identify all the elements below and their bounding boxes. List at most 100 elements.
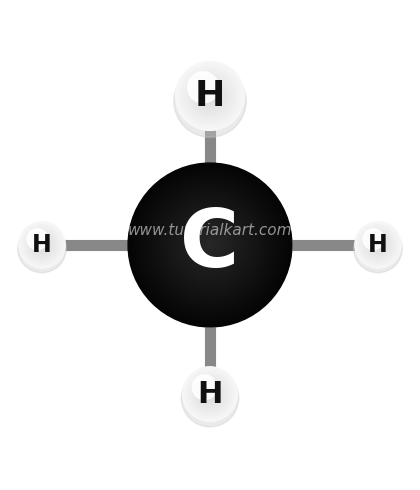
Circle shape bbox=[207, 93, 213, 99]
Circle shape bbox=[176, 62, 244, 129]
Circle shape bbox=[357, 223, 399, 267]
Circle shape bbox=[169, 204, 251, 286]
Circle shape bbox=[34, 237, 50, 253]
Circle shape bbox=[196, 231, 223, 259]
Circle shape bbox=[375, 243, 381, 247]
Circle shape bbox=[186, 370, 234, 418]
Circle shape bbox=[176, 211, 244, 279]
Text: H: H bbox=[32, 233, 52, 257]
Circle shape bbox=[178, 214, 242, 276]
Circle shape bbox=[186, 369, 234, 418]
Circle shape bbox=[189, 224, 231, 266]
Circle shape bbox=[205, 389, 215, 399]
Circle shape bbox=[369, 236, 387, 254]
Circle shape bbox=[364, 231, 392, 259]
Circle shape bbox=[374, 241, 382, 249]
Circle shape bbox=[138, 172, 282, 318]
Circle shape bbox=[207, 93, 213, 98]
Circle shape bbox=[186, 220, 234, 270]
Circle shape bbox=[25, 228, 59, 262]
Circle shape bbox=[23, 226, 61, 264]
Text: C: C bbox=[181, 206, 239, 284]
Circle shape bbox=[36, 239, 48, 251]
Circle shape bbox=[165, 200, 255, 290]
Circle shape bbox=[372, 239, 384, 251]
Circle shape bbox=[37, 240, 47, 250]
Circle shape bbox=[197, 381, 223, 407]
Circle shape bbox=[160, 195, 260, 295]
Circle shape bbox=[200, 236, 220, 255]
Circle shape bbox=[179, 65, 241, 127]
Circle shape bbox=[369, 236, 387, 254]
Circle shape bbox=[25, 228, 59, 262]
Circle shape bbox=[29, 232, 55, 258]
Circle shape bbox=[197, 83, 223, 109]
Circle shape bbox=[183, 69, 237, 122]
Circle shape bbox=[128, 163, 292, 327]
Circle shape bbox=[39, 243, 45, 247]
Circle shape bbox=[198, 382, 222, 406]
Circle shape bbox=[24, 227, 60, 263]
Circle shape bbox=[184, 368, 236, 421]
Circle shape bbox=[195, 81, 225, 111]
Circle shape bbox=[157, 192, 263, 298]
Circle shape bbox=[180, 66, 240, 126]
Circle shape bbox=[174, 65, 246, 137]
Circle shape bbox=[26, 229, 58, 261]
Circle shape bbox=[194, 79, 226, 112]
Text: H: H bbox=[368, 233, 388, 257]
Circle shape bbox=[377, 244, 379, 246]
Circle shape bbox=[177, 212, 243, 278]
Circle shape bbox=[204, 90, 216, 102]
Circle shape bbox=[139, 174, 281, 316]
Circle shape bbox=[354, 224, 402, 273]
Circle shape bbox=[24, 226, 60, 264]
Circle shape bbox=[370, 237, 386, 253]
Circle shape bbox=[185, 71, 235, 121]
Circle shape bbox=[193, 377, 227, 411]
Circle shape bbox=[360, 227, 396, 263]
Circle shape bbox=[37, 241, 47, 249]
Circle shape bbox=[196, 380, 224, 409]
Circle shape bbox=[193, 79, 227, 113]
Circle shape bbox=[187, 371, 233, 417]
Circle shape bbox=[376, 243, 380, 247]
Circle shape bbox=[192, 227, 228, 263]
Circle shape bbox=[364, 231, 392, 259]
Circle shape bbox=[194, 378, 226, 410]
Circle shape bbox=[29, 232, 55, 258]
Text: www.tutorialkart.com: www.tutorialkart.com bbox=[128, 223, 292, 238]
Circle shape bbox=[199, 234, 221, 256]
Circle shape bbox=[39, 242, 45, 248]
Circle shape bbox=[21, 223, 63, 267]
Circle shape bbox=[136, 172, 284, 318]
Circle shape bbox=[33, 236, 51, 254]
Circle shape bbox=[192, 376, 228, 412]
Circle shape bbox=[206, 92, 214, 100]
Circle shape bbox=[41, 244, 43, 246]
Circle shape bbox=[191, 226, 229, 264]
Circle shape bbox=[203, 387, 217, 401]
Circle shape bbox=[209, 244, 211, 246]
Circle shape bbox=[182, 68, 238, 123]
Circle shape bbox=[39, 242, 45, 248]
Circle shape bbox=[31, 233, 54, 257]
Circle shape bbox=[208, 392, 212, 396]
Text: H: H bbox=[197, 380, 223, 409]
Circle shape bbox=[34, 238, 50, 252]
Circle shape bbox=[188, 223, 232, 267]
Circle shape bbox=[356, 223, 400, 267]
Circle shape bbox=[194, 80, 226, 111]
Circle shape bbox=[36, 239, 48, 251]
Circle shape bbox=[18, 224, 66, 273]
Circle shape bbox=[187, 371, 233, 416]
Circle shape bbox=[183, 367, 237, 421]
Circle shape bbox=[204, 388, 216, 400]
Circle shape bbox=[355, 222, 401, 268]
Circle shape bbox=[184, 219, 236, 271]
Circle shape bbox=[20, 223, 64, 267]
Circle shape bbox=[146, 181, 274, 309]
Circle shape bbox=[191, 375, 229, 413]
Circle shape bbox=[154, 189, 266, 301]
Circle shape bbox=[19, 222, 65, 268]
